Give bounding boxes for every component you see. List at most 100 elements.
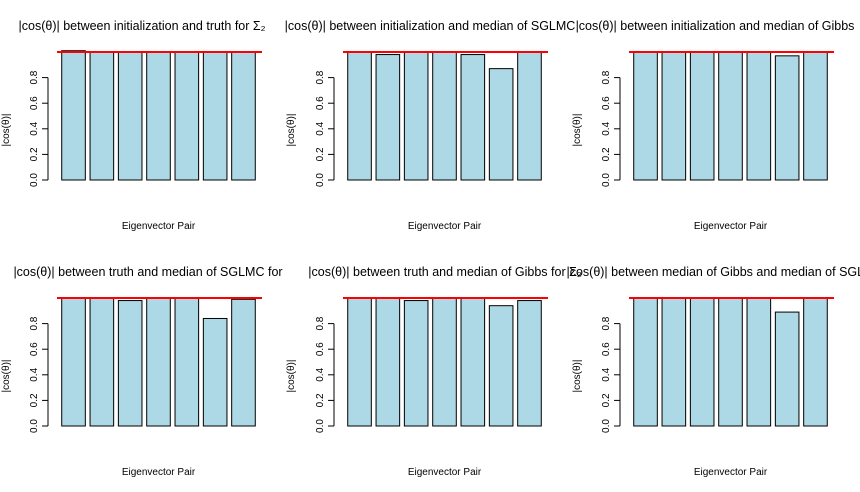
bar-7 [517,51,542,181]
bar-6 [202,51,228,181]
y-axis-label: |cos(θ)| [286,360,297,393]
y-tick-label: 0.4 [601,367,612,381]
y-tick-label: 0.0 [601,419,612,433]
bar-7 [231,298,256,427]
bar-1 [347,51,372,181]
y-tick-label: 0.6 [315,342,326,356]
bar-3 [689,51,715,181]
y-tick-label: 0.8 [601,316,612,330]
y-tick-label: 0.4 [29,121,40,135]
bar-1 [61,297,86,427]
y-tick-label: 0.6 [601,96,612,110]
bar-1 [347,297,372,427]
y-tick-label: 0.8 [29,316,40,330]
chart-panel-1: |cos(θ)| between initialization and trut… [1,19,266,232]
y-tick-label: 0.2 [601,393,612,407]
bar-4 [432,51,457,181]
y-axis-label: |cos(θ)| [286,114,297,147]
bar-2 [89,297,115,427]
bar-2 [89,51,115,181]
bar-5 [174,297,200,427]
bar-1 [633,297,658,427]
y-tick-label: 0.6 [315,96,326,110]
bar-7 [803,51,828,181]
y-tick-label: 0.0 [315,173,326,187]
bar-6 [202,317,228,427]
y-tick-label: 0.2 [601,147,612,161]
y-axis-label: |cos(θ)| [572,114,583,147]
bar-4 [718,51,743,181]
bar-5 [746,51,772,181]
bar-5 [460,297,486,427]
y-axis: 0.0 0.2 0.4 0.6 0.8 [601,70,621,187]
x-axis-label: Eigenvector Pair [408,221,482,232]
y-tick-label: 0.8 [29,70,40,84]
chart-title: |cos(θ)| between initialization and trut… [19,19,266,33]
bar-4 [146,297,171,427]
x-axis-label: Eigenvector Pair [694,221,768,232]
bar-1 [61,50,86,181]
y-axis: 0.0 0.2 0.4 0.6 0.8 [29,70,49,187]
bar-2 [375,297,401,427]
x-axis-label: Eigenvector Pair [122,221,196,232]
bar-1 [633,51,658,181]
x-axis-label: Eigenvector Pair [408,467,482,478]
bar-3 [689,297,715,427]
bar-5 [174,51,200,181]
chart-title: |cos(θ)| between initialization and medi… [285,19,576,33]
bar-7 [803,297,828,427]
y-axis: 0.0 0.2 0.4 0.6 0.8 [601,316,621,433]
y-axis-label: |cos(θ)| [572,360,583,393]
y-tick-label: 0.4 [601,121,612,135]
chart-panel-6: |cos(θ)| between median of Gibbs and med… [566,265,860,478]
y-tick-label: 0.4 [315,121,326,135]
bar-6 [774,311,800,427]
y-tick-label: 0.4 [315,367,326,381]
bar-6 [774,55,800,181]
bar-2 [661,51,687,181]
y-axis: 0.0 0.2 0.4 0.6 0.8 [315,70,335,187]
bar-3 [403,51,429,181]
bar-5 [746,297,772,427]
y-tick-label: 0.2 [29,393,40,407]
y-axis-label: |cos(θ)| [1,360,12,393]
x-axis-label: Eigenvector Pair [694,467,768,478]
y-axis-label: |cos(θ)| [1,114,12,147]
y-tick-label: 0.6 [29,96,40,110]
y-tick-label: 0.2 [315,393,326,407]
y-axis: 0.0 0.2 0.4 0.6 0.8 [29,316,49,433]
bar-2 [661,297,687,427]
chart-panel-4: |cos(θ)| between truth and median of SGL… [1,265,283,478]
chart-title: |cos(θ)| between median of Gibbs and med… [566,265,860,279]
y-tick-label: 0.0 [315,419,326,433]
y-tick-label: 0.4 [29,367,40,381]
bar-4 [718,297,743,427]
bar-7 [517,300,542,427]
y-tick-label: 0.6 [601,342,612,356]
bar-6 [488,305,514,427]
bar-5 [460,54,486,181]
bar-7 [231,51,256,181]
y-tick-label: 0.0 [601,173,612,187]
chart-title: |cos(θ)| between initialization and medi… [576,19,855,33]
y-tick-label: 0.2 [29,147,40,161]
bar-4 [432,297,457,427]
y-tick-label: 0.2 [315,147,326,161]
chart-title: |cos(θ)| between truth and median of Gib… [308,265,582,279]
bar-3 [117,300,143,427]
bar-2 [375,54,401,181]
chart-title: |cos(θ)| between truth and median of SGL… [13,265,282,279]
y-tick-label: 0.0 [29,173,40,187]
y-axis: 0.0 0.2 0.4 0.6 0.8 [315,316,335,433]
bar-6 [488,68,514,181]
y-tick-label: 0.8 [601,70,612,84]
y-tick-label: 0.8 [315,70,326,84]
chart-panel-3: |cos(θ)| between initialization and medi… [572,19,854,232]
y-tick-label: 0.6 [29,342,40,356]
x-axis-label: Eigenvector Pair [122,467,196,478]
bar-3 [403,300,429,427]
chart-panel-5: |cos(θ)| between truth and median of Gib… [286,265,582,478]
y-tick-label: 0.0 [29,419,40,433]
chart-panel-2: |cos(θ)| between initialization and medi… [285,19,576,232]
